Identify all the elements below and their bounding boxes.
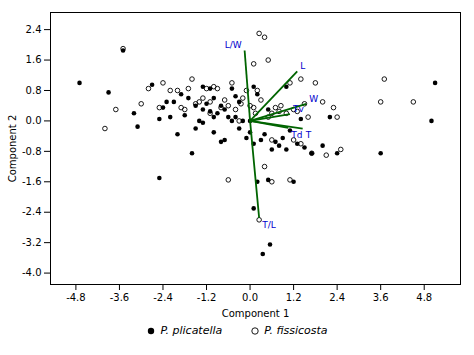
svg-text:0.8: 0.8	[26, 85, 42, 96]
svg-text:4.8: 4.8	[416, 292, 432, 303]
svg-text:2.4: 2.4	[329, 292, 345, 303]
svg-text:T: T	[305, 130, 312, 140]
svg-text:-3.6: -3.6	[110, 292, 130, 303]
svg-text:W: W	[309, 94, 318, 104]
svg-text:-2.4: -2.4	[22, 206, 42, 217]
svg-text:-1.2: -1.2	[197, 292, 217, 303]
svg-text:-0.8: -0.8	[22, 146, 42, 157]
svg-text:T/L: T/L	[261, 220, 276, 230]
svg-text:-1.6: -1.6	[22, 176, 42, 187]
svg-text:L: L	[300, 61, 305, 71]
svg-text:Td: Td	[290, 130, 302, 140]
svg-text:1.6: 1.6	[26, 54, 42, 65]
svg-text:Component 1: Component 1	[222, 308, 290, 319]
html-text:P. plicatella: P. plicatella	[160, 324, 223, 337]
svg-text:3.6: 3.6	[373, 292, 389, 303]
html-text:P. fissicosta: P. fissicosta	[264, 324, 328, 337]
svg-text:0.0: 0.0	[26, 115, 42, 126]
svg-text:0.0: 0.0	[242, 292, 258, 303]
svg-text:-3.2: -3.2	[22, 237, 42, 248]
svg-text:Tv: Tv	[292, 104, 304, 114]
svg-text:-2.4: -2.4	[153, 292, 173, 303]
svg-text:-4.0: -4.0	[22, 267, 42, 278]
svg-text:1.2: 1.2	[286, 292, 302, 303]
svg-text:2.4: 2.4	[26, 24, 42, 35]
svg-text:-4.8: -4.8	[66, 292, 86, 303]
svg-text:L/W: L/W	[225, 40, 242, 50]
svg-text:Component 2: Component 2	[7, 115, 18, 183]
